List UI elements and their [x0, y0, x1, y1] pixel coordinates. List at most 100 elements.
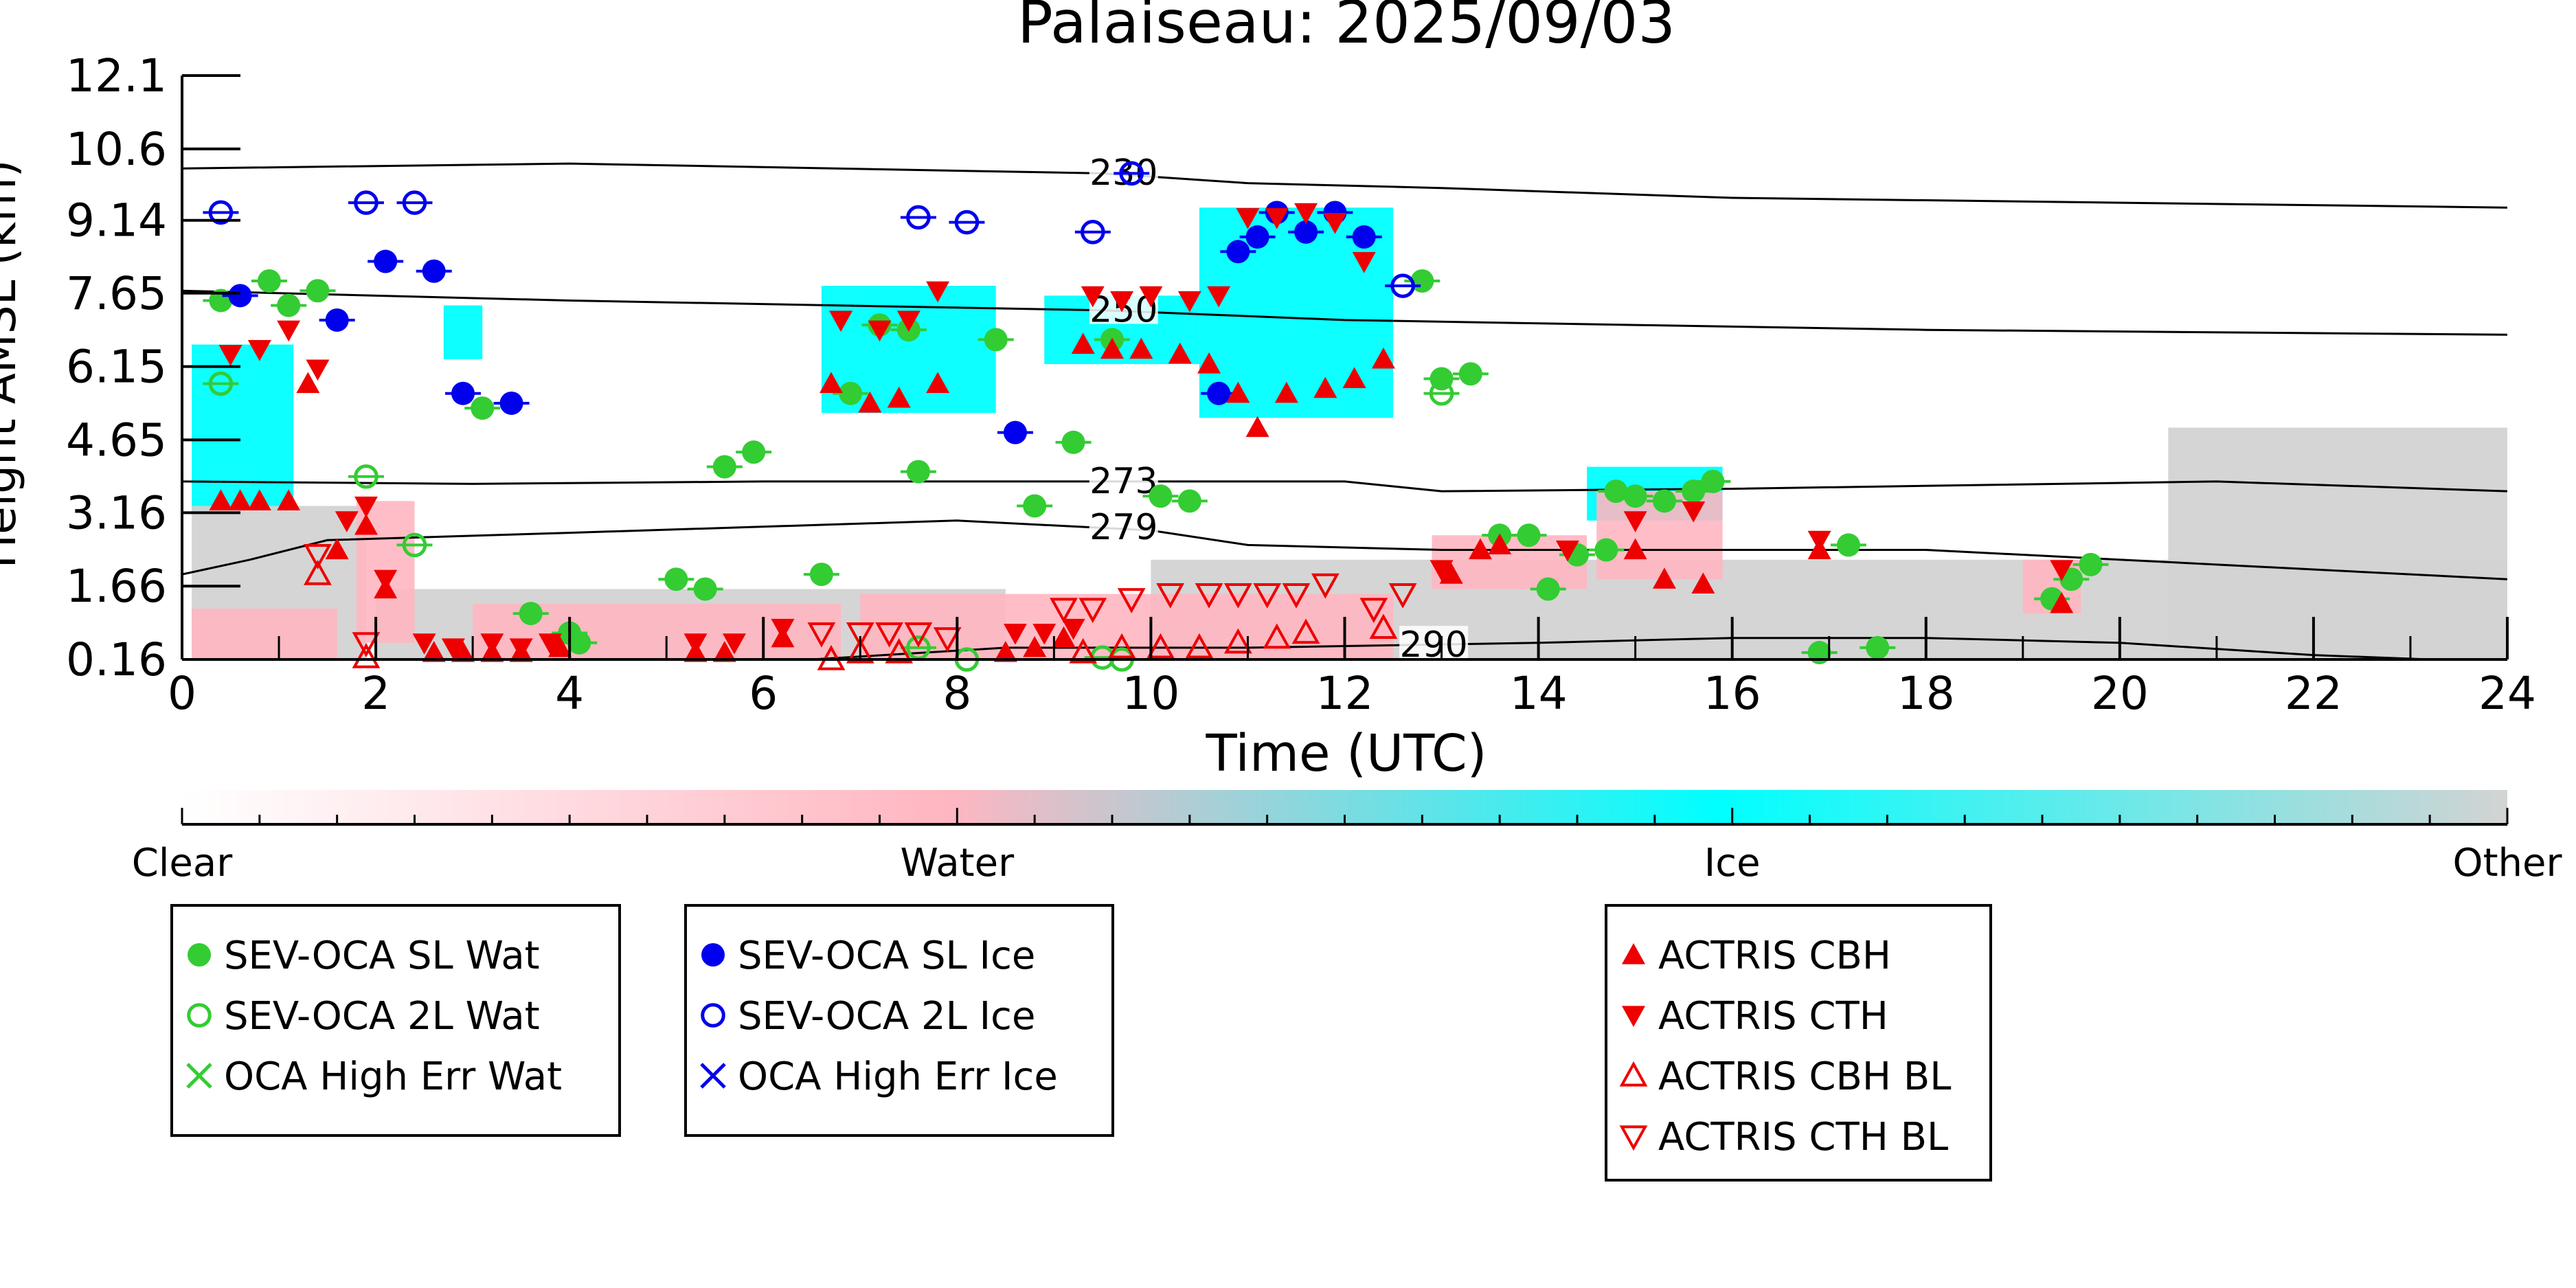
- colorbar-label: Other: [2452, 841, 2562, 885]
- x-tick-label: 16: [1704, 667, 1761, 720]
- point-actris-cbh: [1488, 533, 1512, 555]
- legend-marker: [188, 943, 211, 967]
- data-points: [203, 161, 2109, 672]
- point-sev-oca-2l-wat: [1429, 381, 1454, 406]
- point-sev-oca-sl-wat: [277, 293, 301, 317]
- x-axis-label: Time (UTC): [1205, 724, 1487, 783]
- point-actris-cbh: [1023, 635, 1047, 657]
- x-tick-label: 20: [2091, 667, 2149, 720]
- legend-box: [684, 904, 1114, 1137]
- point-actris-cth: [538, 633, 562, 655]
- point-actris-cth: [1623, 511, 1647, 532]
- point-actris-cth-bl: [1156, 583, 1185, 609]
- point-actris-cth: [247, 340, 271, 361]
- x-tick-label: 18: [1897, 667, 1955, 720]
- contour-label-bg: [1089, 462, 1158, 495]
- contour-273: [181, 480, 2508, 493]
- contour-label-bg: [1089, 508, 1158, 541]
- point-sev-oca-sl-ice: [422, 259, 446, 283]
- legend-label: SEV-OCA 2L Wat: [224, 994, 540, 1039]
- point-sev-oca-sl-ice: [1294, 220, 1318, 244]
- point-actris-cth: [896, 310, 920, 332]
- point-actris-cbh: [819, 372, 843, 394]
- legend-label: ACTRIS CTH: [1658, 994, 1888, 1039]
- point-actris-cth: [412, 633, 436, 655]
- point-sev-oca-sl-ice: [499, 391, 523, 415]
- point-actris-cth: [441, 638, 465, 659]
- point-actris-cbh-bl: [1223, 628, 1252, 654]
- point-sev-oca-2l-wat: [208, 371, 234, 396]
- point-actris-cth: [1807, 530, 1831, 552]
- point-actris-cbh: [887, 386, 911, 408]
- legend-marker: [1622, 943, 1645, 964]
- point-sev-oca-2l-ice: [954, 210, 980, 235]
- point-actris-cbh: [1274, 381, 1298, 403]
- cloud-classification-background: [192, 207, 2507, 659]
- point-actris-cth-bl: [875, 622, 903, 648]
- point-actris-cth: [354, 496, 378, 518]
- point-actris-cth-bl: [1117, 588, 1146, 613]
- point-sev-oca-sl-wat: [984, 328, 1008, 352]
- region-water: [192, 608, 337, 659]
- point-sev-oca-sl-ice: [1207, 381, 1231, 405]
- point-actris-cth: [374, 569, 398, 591]
- point-actris-cth: [1323, 212, 1347, 234]
- point-sev-oca-sl-wat: [1023, 494, 1047, 518]
- point-actris-cbh-bl: [1069, 637, 1098, 664]
- legend-box: [1605, 904, 1992, 1182]
- point-actris-cth: [1032, 623, 1057, 645]
- x-tick-label: 24: [2478, 667, 2536, 720]
- point-actris-cth-bl: [1050, 598, 1078, 624]
- point-sev-oca-sl-ice: [1226, 240, 1250, 264]
- colorbar-label: Clear: [132, 841, 233, 885]
- point-actris-cbh: [1468, 538, 1492, 560]
- y-tick-label: 9.14: [66, 194, 167, 247]
- region-ice: [443, 305, 483, 359]
- point-actris-cbh-bl: [1263, 623, 1291, 649]
- point-actris-cbh: [1226, 381, 1250, 403]
- point-actris-cth: [306, 359, 330, 381]
- point-actris-cth: [509, 638, 533, 659]
- y-tick-label: 1.66: [66, 560, 167, 613]
- point-sev-oca-2l-ice: [1080, 220, 1105, 245]
- point-sev-oca-sl-wat: [809, 563, 833, 587]
- point-sev-oca-sl-wat: [1652, 489, 1676, 513]
- x-tick-label: 0: [168, 667, 196, 720]
- point-actris-cbh: [354, 513, 378, 535]
- point-sev-oca-2l-wat: [354, 464, 379, 489]
- point-actris-cth: [1555, 540, 1579, 562]
- legend-label: OCA High Err Wat: [224, 1054, 562, 1099]
- x-tick-label: 4: [555, 667, 584, 720]
- point-actris-cth: [1177, 291, 1201, 313]
- point-sev-oca-sl-ice: [325, 308, 349, 332]
- point-sev-oca-sl-wat: [1536, 577, 1560, 601]
- point-actris-cbh: [1100, 337, 1124, 359]
- point-sev-oca-sl-wat: [1836, 533, 1860, 557]
- point-actris-cbh: [1652, 567, 1676, 589]
- point-sev-oca-sl-ice: [228, 284, 252, 308]
- point-actris-cth-bl: [1078, 598, 1107, 624]
- contour-label: 279: [1089, 507, 1157, 548]
- point-sev-oca-sl-wat: [257, 269, 281, 293]
- legend-marker: [187, 1003, 212, 1028]
- point-sev-oca-sl-wat: [1458, 362, 1482, 386]
- legend-marker: [186, 1063, 212, 1089]
- contour-label-bg: [1399, 626, 1469, 659]
- point-actris-cbh: [1071, 332, 1095, 354]
- point-actris-cbh: [451, 641, 475, 662]
- point-actris-cth: [1430, 560, 1454, 582]
- y-tick-label: 6.15: [66, 341, 167, 394]
- region-ice: [192, 344, 294, 511]
- point-actris-cth: [1081, 286, 1105, 308]
- plot-axes: 0 2 4 6 8 10 12 14 16 18 20 22 240.161.663.164.656.1…: [66, 49, 2536, 720]
- legend-label: ACTRIS CBH BL: [1658, 1054, 1951, 1099]
- point-sev-oca-sl-ice: [1352, 225, 1376, 249]
- point-actris-cbh: [712, 641, 736, 662]
- point-sev-oca-sl-wat: [693, 577, 717, 601]
- point-actris-cth: [1352, 251, 1376, 273]
- point-actris-cth: [1003, 623, 1027, 645]
- point-sev-oca-sl-ice: [451, 381, 475, 405]
- point-actris-cbh-bl: [1146, 633, 1175, 659]
- point-sev-oca-2l-ice: [1390, 273, 1415, 298]
